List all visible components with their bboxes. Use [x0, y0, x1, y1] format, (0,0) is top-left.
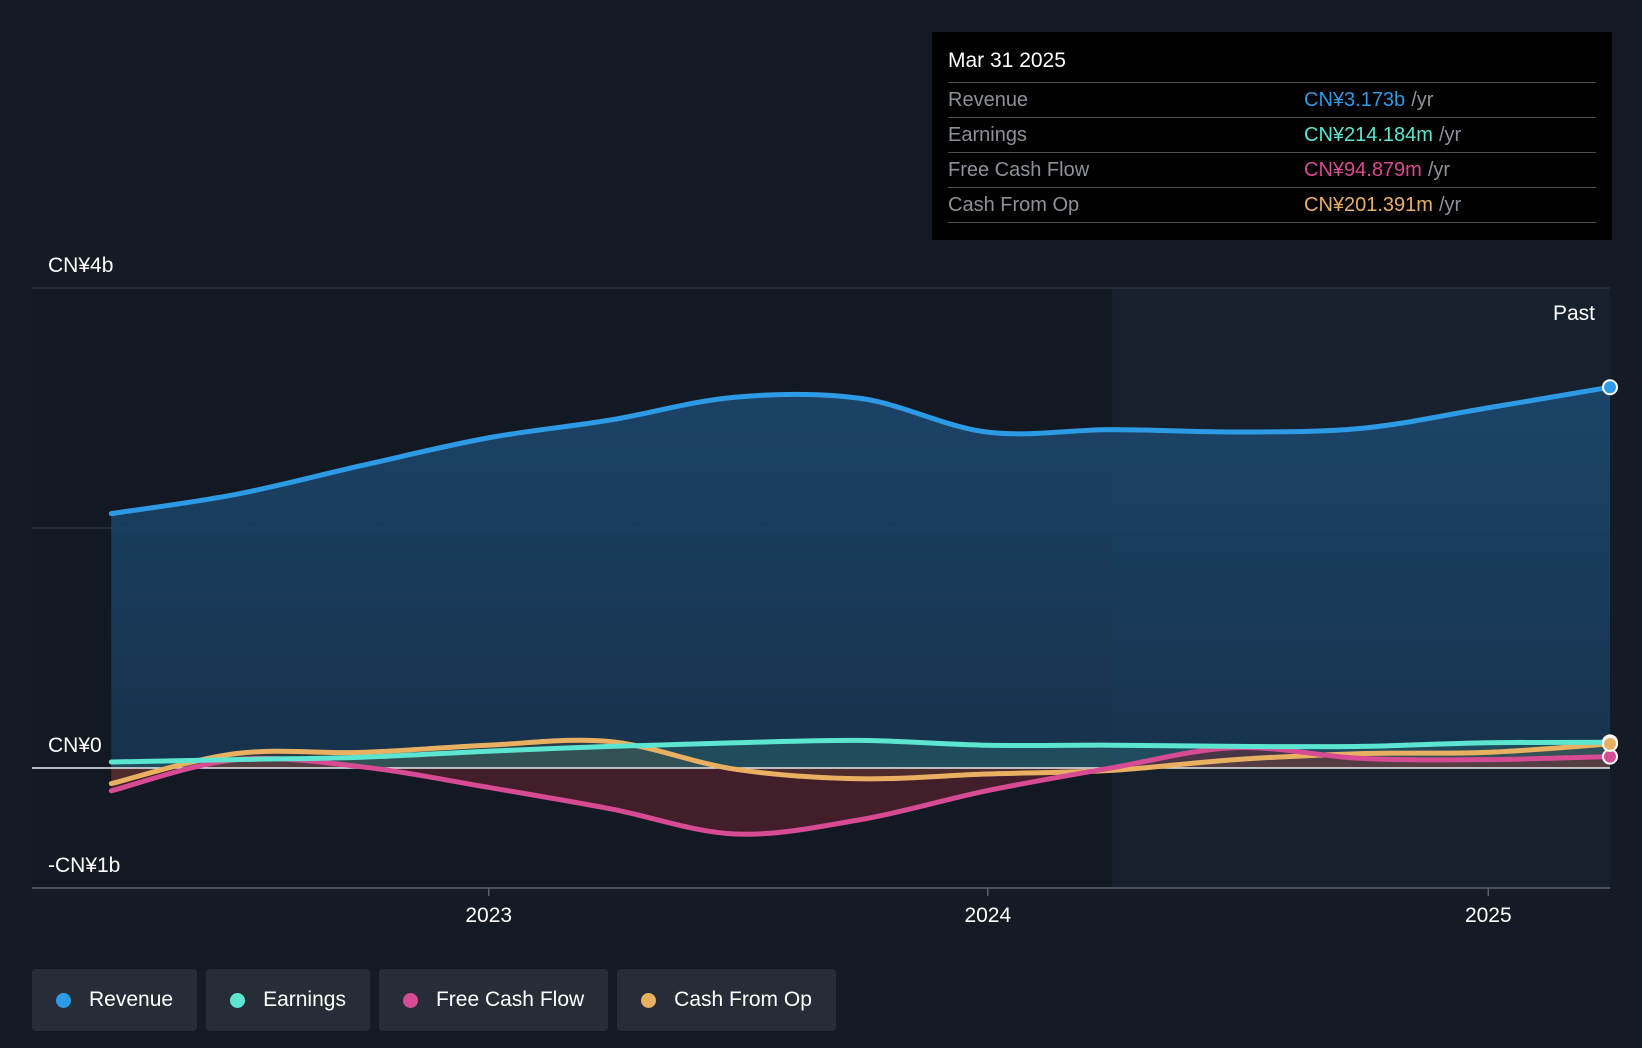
tooltip-row-cash-from-op: Cash From Op CN¥201.391m /yr: [948, 188, 1596, 223]
tooltip: Mar 31 2025 Revenue CN¥3.173b /yr Earnin…: [932, 32, 1612, 240]
legend-item-revenue[interactable]: Revenue: [32, 969, 198, 1031]
legend: Revenue Earnings Free Cash Flow Cash Fro…: [32, 969, 836, 1031]
legend-item-free-cash-flow[interactable]: Free Cash Flow: [378, 969, 609, 1031]
tooltip-value: CN¥94.879m: [1304, 159, 1422, 181]
tooltip-label: Free Cash Flow: [948, 159, 1090, 181]
y-tick-label: -CN¥1b: [48, 854, 120, 877]
legend-dot-icon: [230, 992, 246, 1008]
revenue-area: [111, 387, 1610, 768]
chart: CN¥4b CN¥0 -CN¥1b 2023 2024 2025 Past: [32, 254, 1618, 927]
legend-label: Free Cash Flow: [435, 988, 585, 1011]
tooltip-row-free-cash-flow: Free Cash Flow CN¥94.879m /yr: [948, 153, 1596, 188]
x-tick-label: 2024: [964, 904, 1011, 927]
x-tick-label: 2025: [1465, 904, 1512, 927]
legend-dot-icon: [402, 992, 418, 1008]
tooltip-label: Revenue: [948, 89, 1029, 111]
y-tick-label: CN¥0: [48, 734, 102, 757]
legend-label: Cash From Op: [674, 988, 812, 1011]
tooltip-label: Earnings: [948, 124, 1027, 146]
legend-item-cash-from-op[interactable]: Cash From Op: [617, 969, 836, 1031]
y-tick-label: CN¥4b: [48, 254, 113, 277]
tooltip-unit: /yr: [1411, 89, 1434, 111]
revenue-endpoint: [1602, 379, 1618, 396]
tooltip-row-revenue: Revenue CN¥3.173b /yr: [948, 83, 1596, 118]
earnings-line: [108, 737, 1613, 765]
x-tick-label: 2023: [465, 904, 512, 927]
revenue-line: [108, 384, 1613, 517]
past-label: Past: [1553, 302, 1595, 325]
tooltip-date: Mar 31 2025: [948, 46, 1596, 83]
tooltip-value: CN¥201.391m: [1304, 194, 1433, 216]
free-cash-flow-area: [111, 747, 1610, 835]
tooltip-row-earnings: Earnings CN¥214.184m /yr: [948, 118, 1596, 153]
tooltip-label: Cash From Op: [948, 194, 1080, 216]
legend-dot-icon: [641, 992, 657, 1008]
legend-dot-icon: [56, 992, 71, 1008]
tooltip-unit: /yr: [1427, 159, 1451, 181]
tooltip-unit: /yr: [1438, 124, 1462, 146]
tooltip-unit: /yr: [1438, 194, 1462, 216]
tooltip-value: CN¥214.184m: [1304, 124, 1433, 146]
cash-from-op-line: [108, 737, 1613, 787]
legend-label: Revenue: [89, 988, 174, 1011]
legend-label: Earnings: [263, 988, 346, 1011]
cash-from-op-endpoint: [1602, 735, 1618, 752]
legend-item-earnings[interactable]: Earnings: [206, 969, 370, 1031]
tooltip-value: CN¥3.173b: [1304, 89, 1406, 111]
free-cash-flow-line: [108, 744, 1613, 837]
